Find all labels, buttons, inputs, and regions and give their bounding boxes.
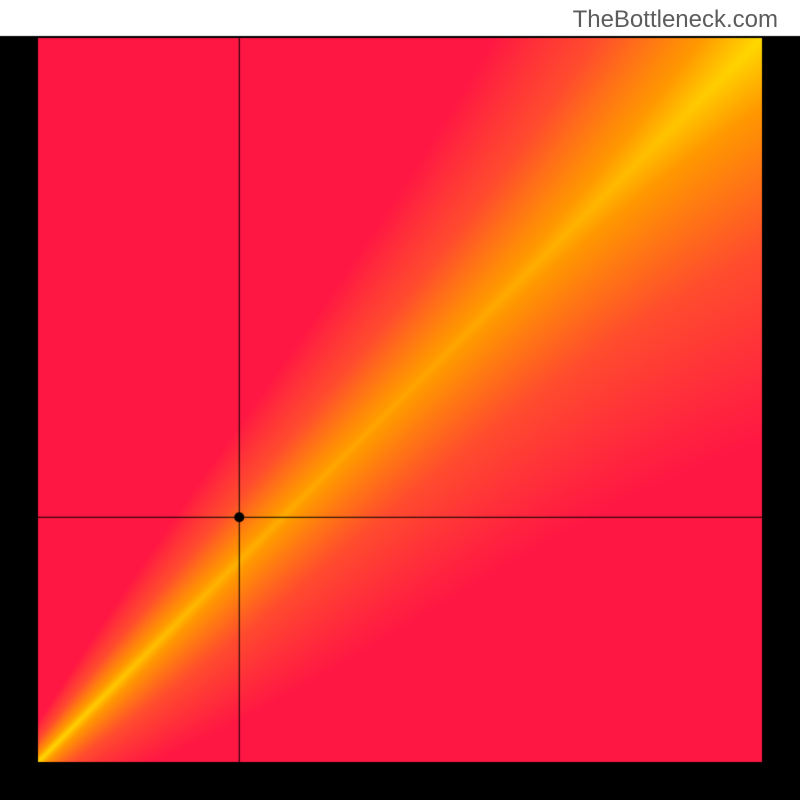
chart-wrapper: { "watermark": { "text": "TheBottleneck.… — [0, 0, 800, 800]
watermark-text: TheBottleneck.com — [573, 6, 778, 34]
bottleneck-heatmap — [0, 0, 800, 800]
